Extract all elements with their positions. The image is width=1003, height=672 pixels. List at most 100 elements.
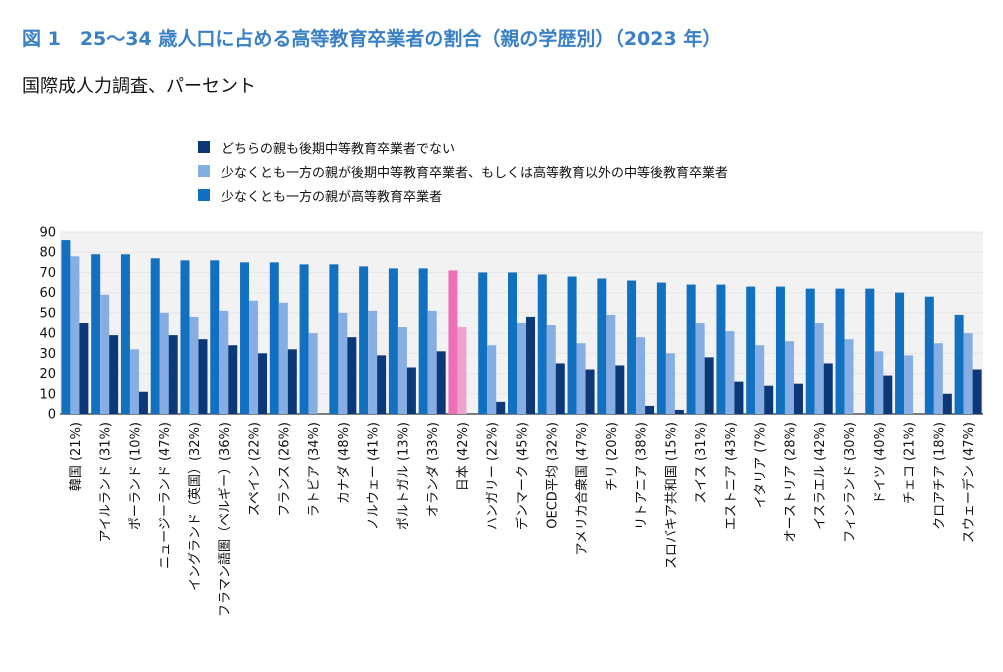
y-tick-label: 80 xyxy=(39,246,56,261)
legend-swatch-upper-secondary xyxy=(198,165,210,177)
legend-item-upper-secondary: 少なくとも一方の親が後期中等教育卒業者、もしくは高等教育以外の中等後教育卒業者 xyxy=(198,159,728,183)
figure-subtitle: 国際成人力調査、パーセント xyxy=(22,76,256,97)
bar-upper-secondary-parent xyxy=(755,345,765,414)
bar-no-upper-secondary-parent xyxy=(436,351,446,414)
bar-no-upper-secondary-parent xyxy=(585,369,595,414)
x-tick-label: スウェーデン (47%) xyxy=(961,422,977,543)
x-tick-label: イタリア (7%) xyxy=(754,422,769,508)
x-tick-label: デンマーク (45%) xyxy=(515,422,531,530)
x-tick-label: クロアチア (18%) xyxy=(932,422,947,530)
x-tick-label: ポーランド (10%) xyxy=(128,422,143,530)
x-tick-label: ポルトガル (13%) xyxy=(396,422,411,530)
bar-no-upper-secondary-parent xyxy=(734,381,744,414)
legend-label-upper-secondary: 少なくとも一方の親が後期中等教育卒業者、もしくは高等教育以外の中等後教育卒業者 xyxy=(221,165,729,181)
x-tick-label: アメリカ合衆国 (47%) xyxy=(574,422,590,556)
x-tick-label: オーストリア (28%) xyxy=(783,422,798,543)
y-tick-label: 0 xyxy=(48,408,56,423)
bar-no-upper-secondary-parent xyxy=(198,339,208,414)
bar-no-upper-secondary-parent xyxy=(168,335,178,414)
bar-no-upper-secondary-parent xyxy=(79,323,89,414)
bar-tertiary-parent xyxy=(716,284,726,414)
bar-upper-secondary-parent xyxy=(606,314,616,414)
bar-tertiary-parent xyxy=(924,296,934,414)
bar-tertiary-parent xyxy=(240,262,250,414)
y-tick-label: 20 xyxy=(39,367,56,382)
bar-tertiary-parent xyxy=(508,272,517,414)
bar-no-upper-secondary-parent xyxy=(972,369,982,414)
bar-upper-secondary-parent xyxy=(725,331,735,414)
bar-upper-secondary-parent xyxy=(874,351,884,414)
x-tick-label: エストニア (43%) xyxy=(724,422,739,530)
bar-no-upper-secondary-parent xyxy=(615,365,625,414)
y-tick-label: 70 xyxy=(39,266,56,281)
bar-tertiary-parent xyxy=(120,254,130,414)
bar-upper-secondary-parent xyxy=(189,316,199,414)
bar-upper-secondary-parent xyxy=(576,343,586,414)
bar-tertiary-parent xyxy=(865,288,875,414)
x-tick-label: チリ (20%) xyxy=(605,422,620,491)
x-tick-label: カナダ (48%) xyxy=(337,422,352,504)
bar-tertiary-parent xyxy=(61,240,71,414)
legend-item-tertiary: 少なくとも一方の親が高等教育卒業者 xyxy=(198,183,728,207)
bar-upper-secondary-parent xyxy=(457,327,467,414)
bar-no-upper-secondary-parent xyxy=(258,353,268,414)
bar-upper-secondary-parent xyxy=(100,294,110,414)
x-tick-label: フランス (26%) xyxy=(277,422,292,517)
bar-upper-secondary-parent xyxy=(219,310,229,414)
x-tick-label: ドイツ (40%) xyxy=(873,422,888,504)
bar-no-upper-secondary-parent xyxy=(496,401,506,414)
bar-upper-secondary-parent xyxy=(159,312,169,414)
x-tick-label: 日本 (42%) xyxy=(456,422,471,491)
x-tick-label: ノルウェー (41%) xyxy=(367,422,382,530)
bar-tertiary-parent xyxy=(448,270,458,414)
bar-no-upper-secondary-parent xyxy=(377,355,387,414)
bar-tertiary-parent xyxy=(895,292,905,414)
bar-no-upper-secondary-parent xyxy=(674,409,684,414)
bar-upper-secondary-parent xyxy=(338,312,348,414)
bar-upper-secondary-parent xyxy=(963,333,973,414)
y-tick-label: 50 xyxy=(39,306,56,321)
bar-no-upper-secondary-parent xyxy=(942,393,952,414)
bar-tertiary-parent xyxy=(91,254,101,414)
figure-title: 図 1 25～34 歳人口に占める高等教育卒業者の割合（親の学歴別）（2023 … xyxy=(22,28,722,50)
bar-tertiary-parent xyxy=(954,314,964,414)
bar-upper-secondary-parent xyxy=(546,325,556,414)
bar-tertiary-parent xyxy=(299,264,309,414)
x-tick-label: スイス (31%) xyxy=(694,422,709,504)
bar-tertiary-parent xyxy=(627,280,637,414)
x-tick-label: イングランド（英国）(32%) xyxy=(188,422,203,591)
bar-no-upper-secondary-parent xyxy=(645,405,655,414)
x-tick-label: フラマン語圏（ベルギー）(36%) xyxy=(217,422,233,617)
bar-upper-secondary-parent xyxy=(129,349,139,414)
bar-tertiary-parent xyxy=(746,286,756,414)
x-tick-label: チェコ (21%) xyxy=(903,422,918,504)
x-tick-label: ニュージーランド (47%) xyxy=(158,422,173,569)
bar-tertiary-parent xyxy=(686,284,696,414)
bar-upper-secondary-parent xyxy=(784,341,794,414)
bar-upper-secondary-parent xyxy=(904,355,914,414)
bar-upper-secondary-parent xyxy=(308,333,318,414)
bar-no-upper-secondary-parent xyxy=(883,375,893,414)
chart-legend: どちらの親も後期中等教育卒業者でない 少なくとも一方の親が後期中等教育卒業者、も… xyxy=(198,135,728,207)
bar-tertiary-parent xyxy=(418,268,428,414)
y-tick-label: 90 xyxy=(39,226,56,241)
bar-no-upper-secondary-parent xyxy=(406,367,416,414)
bar-no-upper-secondary-parent xyxy=(764,385,774,414)
bar-tertiary-parent xyxy=(388,268,398,414)
bar-tertiary-parent xyxy=(835,288,845,414)
legend-item-no-upper-secondary: どちらの親も後期中等教育卒業者でない xyxy=(198,135,728,159)
bar-upper-secondary-parent xyxy=(933,343,943,414)
bar-tertiary-parent xyxy=(537,274,547,414)
bar-upper-secondary-parent xyxy=(368,310,378,414)
bar-upper-secondary-parent xyxy=(665,353,675,414)
bar-tertiary-parent xyxy=(150,258,160,414)
bar-tertiary-parent xyxy=(329,264,339,414)
legend-swatch-no-upper-secondary xyxy=(198,141,210,153)
legend-swatch-tertiary xyxy=(198,189,210,201)
x-tick-label: OECD平均 (32%) xyxy=(545,422,560,529)
x-tick-label: フィンランド (30%) xyxy=(843,422,858,543)
bar-tertiary-parent xyxy=(359,266,369,414)
bar-tertiary-parent xyxy=(597,278,607,414)
bar-upper-secondary-parent xyxy=(517,323,526,414)
